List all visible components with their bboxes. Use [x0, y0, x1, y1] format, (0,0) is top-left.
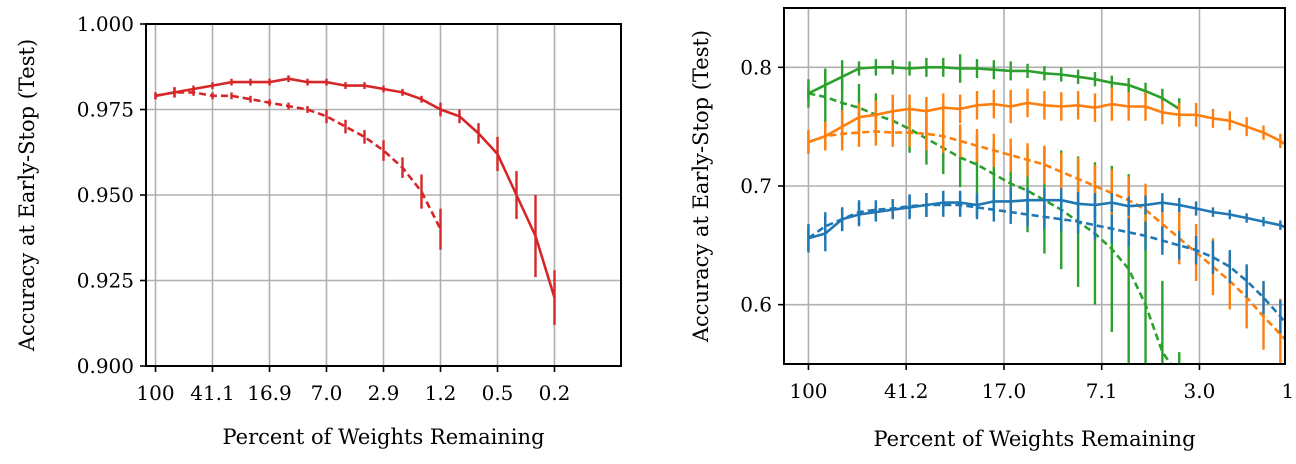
- x-tick-label: 17.0: [982, 379, 1027, 403]
- x-tick-label: 41.1: [190, 381, 235, 405]
- y-tick-label: 0.925: [77, 269, 134, 293]
- y-tick-label: 0.8: [740, 55, 772, 79]
- y-tick-label: 0.6: [740, 293, 772, 317]
- series-line-blue-solid: [808, 198, 1285, 240]
- y-tick-label: 0.975: [77, 98, 134, 122]
- x-tick-label: 100: [789, 379, 827, 403]
- y-axis-label: Accuracy at Early-Stop (Test): [15, 39, 39, 352]
- plot-frame: [783, 7, 1286, 365]
- x-tick-label: 41.2: [884, 379, 929, 403]
- y-tick-label: 0.900: [77, 354, 134, 378]
- x-tick-label: 7.1: [1086, 379, 1118, 403]
- x-tick-label: 1.3: [1281, 379, 1296, 403]
- x-tick-label: 100: [136, 381, 174, 405]
- x-tick-label: 1.2: [425, 381, 457, 405]
- series-line-orange-dashed: [807, 130, 1285, 342]
- right-chart: 100 41.2 17.0 7.1 3.0 1.3 0.8 0.7 0.6 Percent of …: [689, 7, 1296, 451]
- series-group: [807, 54, 1285, 364]
- x-tick-label: 0.2: [539, 381, 571, 405]
- y-tick-label: 0.950: [77, 183, 134, 207]
- x-tick-label: 0.5: [482, 381, 514, 405]
- series-line-dashed: [155, 91, 442, 230]
- series-line-blue-dashed: [807, 203, 1285, 325]
- series-group: [154, 75, 556, 325]
- series-line-orange-solid: [807, 101, 1285, 146]
- x-axis-label: Percent of Weights Remaining: [222, 425, 544, 449]
- x-tick-label: 7.0: [311, 381, 343, 405]
- x-axis-label: Percent of Weights Remaining: [873, 427, 1195, 451]
- y-tick-label: 0.7: [740, 174, 772, 198]
- series-line-solid: [155, 77, 556, 298]
- y-tick-label: 1.000: [77, 12, 134, 36]
- x-tick-label: 3.0: [1184, 379, 1216, 403]
- x-tick-label: 2.9: [368, 381, 400, 405]
- x-tick-label: 16.9: [247, 381, 292, 405]
- left-chart: 100 41.1 16.9 7.0 2.9 1.2 0.5 0.2 1.000 0.975 0.95…: [15, 12, 622, 449]
- plot-frame: [145, 23, 622, 367]
- y-axis-label: Accuracy at Early-Stop (Test): [689, 30, 713, 343]
